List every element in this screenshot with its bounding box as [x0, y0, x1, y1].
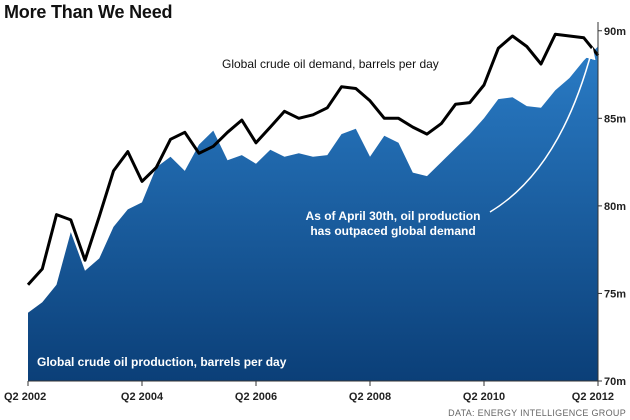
x-tick-label: Q2 2006: [235, 391, 277, 403]
chart-title: More Than We Need: [4, 2, 173, 22]
source-note: DATA: ENERGY INTELLIGENCE GROUP: [448, 408, 626, 418]
demand-line-series: [26, 32, 600, 286]
callout-line-2: has outpaced global demand: [310, 224, 475, 238]
demand-annotation: Global crude oil demand, barrels per day: [222, 57, 439, 71]
callout-line-1: As of April 30th, oil production: [306, 209, 481, 223]
y-tick-label: 70m: [604, 376, 626, 388]
y-tick-label: 85m: [604, 113, 626, 125]
x-tick-label: Q2 2012: [572, 391, 614, 403]
y-tick-label: 75m: [604, 288, 626, 300]
production-annotation: Global crude oil production, barrels per…: [37, 355, 287, 369]
callout-arrow: [489, 47, 596, 213]
y-tick-label: 80m: [604, 201, 626, 213]
production-area-series: [28, 46, 598, 381]
x-tick-label: Q2 2004: [121, 391, 164, 403]
x-tick-label: Q2 2008: [349, 391, 391, 403]
x-tick-label: Q2 2010: [463, 391, 505, 403]
x-tick-label: Q2 2002: [4, 391, 46, 403]
y-tick-label: 90m: [604, 26, 626, 38]
